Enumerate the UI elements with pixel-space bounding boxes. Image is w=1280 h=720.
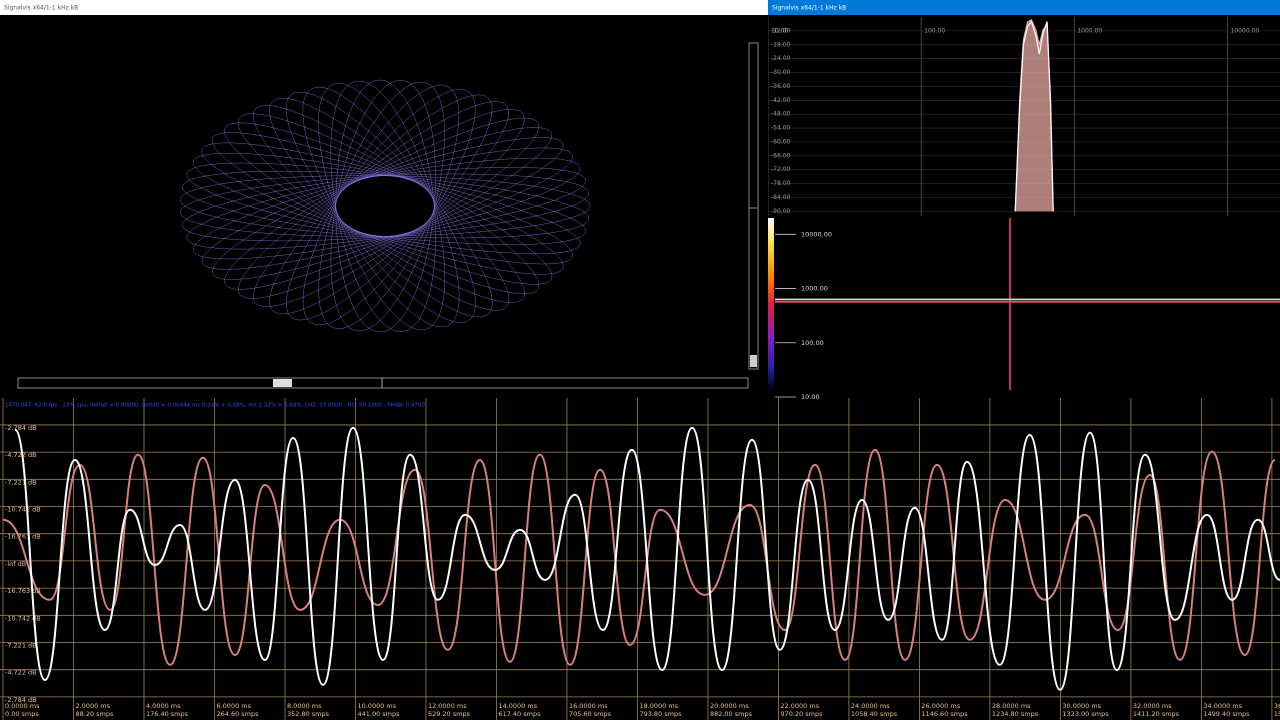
x-tick-label: 14.0000 ms — [498, 702, 537, 710]
x-tick-label: 1000.00 — [1077, 28, 1102, 35]
x-tick-label: 26.0000 ms — [921, 702, 960, 710]
y-tick-label: -16.763 dB — [5, 587, 41, 595]
x-tick-label: 20.0000 ms — [710, 702, 749, 710]
lissajous-curve — [180, 79, 591, 333]
y-tick-label: 1000.00 — [801, 285, 828, 293]
y-tick-label: -18.00 — [771, 41, 791, 48]
x-tick-label: 100.00 — [924, 28, 945, 35]
x-tick-sublabel: 441.00 smps — [357, 710, 400, 718]
y-tick-label: 100.00 — [801, 339, 824, 347]
y-tick-label: -42.00 — [771, 97, 791, 104]
x-tick-sublabel: 1587.60 smps — [1274, 710, 1280, 718]
y-tick-label: -7.221 dB — [5, 641, 37, 649]
x-tick-label: 4.0000 ms — [146, 702, 181, 710]
x-tick-label: 12.0000 ms — [428, 702, 467, 710]
y-tick-label: -66.00 — [771, 152, 791, 159]
x-tick-label: 2.0000 ms — [75, 702, 110, 710]
y-tick-label: -72.00 — [771, 166, 791, 173]
x-tick-label: 10.0000 ms — [357, 702, 396, 710]
y-tick-label: -2.784 dB — [5, 696, 37, 704]
y-tick-label: -10.742 dB — [5, 614, 41, 622]
vertical-scrollbar[interactable] — [748, 42, 759, 370]
x-tick-sublabel: 264.60 smps — [216, 710, 259, 718]
left-title: Signalvis x64/1-1 kHz kB — [4, 5, 78, 12]
y-tick-label: -78.00 — [771, 180, 791, 187]
right-title-bar[interactable] — [768, 0, 1280, 15]
x-tick-sublabel: 617.40 smps — [498, 710, 541, 718]
x-tick-sublabel: 1411.20 smps — [1133, 710, 1180, 718]
x-tick-sublabel: 1146.60 smps — [921, 710, 968, 718]
left-title-bar[interactable] — [0, 0, 768, 15]
x-tick-sublabel: 793.80 smps — [639, 710, 682, 718]
x-tick-sublabel: 705.60 smps — [569, 710, 612, 718]
x-tick-label: 10000.00 — [1231, 28, 1260, 35]
vertical-scroll-thumb[interactable] — [750, 355, 757, 367]
x-tick-sublabel: 529.20 smps — [428, 710, 471, 718]
lissajous-figure — [180, 79, 591, 333]
y-tick-label: -4.722 dB — [5, 451, 37, 459]
x-tick-sublabel: 1499.40 smps — [1203, 710, 1250, 718]
y-tick-label: -60.00 — [771, 138, 791, 145]
x-tick-label: 8.0000 ms — [287, 702, 322, 710]
y-tick-label: -24.00 — [771, 55, 791, 62]
y-tick-label: -12.00 — [771, 27, 791, 34]
waveform — [14, 426, 1280, 691]
y-tick-label: -4.722 dB — [5, 669, 37, 677]
x-tick-sublabel: 1058.40 smps — [851, 710, 898, 718]
x-tick-label: 6.0000 ms — [216, 702, 251, 710]
x-tick-label: 16.0000 ms — [569, 702, 608, 710]
right-title: Signalvis x64/1-1 kHz kB — [772, 5, 846, 12]
waveform — [2, 448, 1277, 666]
x-tick-label: 0.0000 ms — [5, 702, 40, 710]
spectrum: -12.00 -18.00 -24.00 -30.00 -36.00 -42.00 -48.… — [768, 17, 1280, 216]
oscilloscope: -2.784 dB -4.722 dB -7.221 dB -10.742 dB -16… — [0, 398, 1280, 720]
y-tick-label: -84.00 — [771, 194, 791, 201]
spectrum-line — [1014, 20, 1054, 212]
x-tick-sublabel: 0.00 smps — [5, 710, 39, 718]
horizontal-scroll-thumb[interactable] — [273, 379, 292, 387]
x-tick-label: 10.00 — [771, 28, 788, 35]
color-bar — [768, 218, 774, 390]
y-tick-label: -inf dB — [5, 560, 26, 568]
x-tick-label: 22.0000 ms — [780, 702, 819, 710]
x-tick-label: 34.0000 ms — [1203, 702, 1242, 710]
x-tick-sublabel: 88.20 smps — [75, 710, 114, 718]
x-tick-label: 28.0000 ms — [992, 702, 1031, 710]
y-tick-label: -48.00 — [771, 111, 791, 118]
y-tick-label: -30.00 — [771, 69, 791, 76]
y-tick-label: -90.00 — [771, 208, 791, 215]
y-tick-label: -2.784 dB — [5, 424, 37, 432]
x-tick-label: 18.0000 ms — [639, 702, 678, 710]
x-tick-sublabel: 970.20 smps — [780, 710, 823, 718]
status-line: 1470.047: 62.0 fps - 23% cpu, delta0 = 0… — [5, 403, 425, 409]
y-tick-label: -10.742 dB — [5, 506, 41, 514]
x-tick-label: 24.0000 ms — [851, 702, 890, 710]
x-tick-label: 32.0000 ms — [1133, 702, 1172, 710]
x-tick-sublabel: 1323.00 smps — [1062, 710, 1109, 718]
x-tick-sublabel: 1234.80 smps — [992, 710, 1039, 718]
x-tick-sublabel: 176.40 smps — [146, 710, 189, 718]
y-tick-label: 10000.00 — [801, 230, 832, 238]
y-tick-label: -36.00 — [771, 83, 791, 90]
horizontal-scrollbar[interactable] — [17, 377, 749, 389]
y-tick-label: 10.00 — [801, 393, 820, 401]
y-tick-label: -54.00 — [771, 125, 791, 132]
x-tick-sublabel: 882.00 smps — [710, 710, 753, 718]
y-tick-label: -7.221 dB — [5, 478, 37, 486]
x-tick-label: 30.0000 ms — [1062, 702, 1101, 710]
x-tick-sublabel: 352.80 smps — [287, 710, 330, 718]
y-tick-label: -16.763 dB — [5, 533, 41, 541]
x-tick-label: 36.0000 ms — [1274, 702, 1280, 710]
